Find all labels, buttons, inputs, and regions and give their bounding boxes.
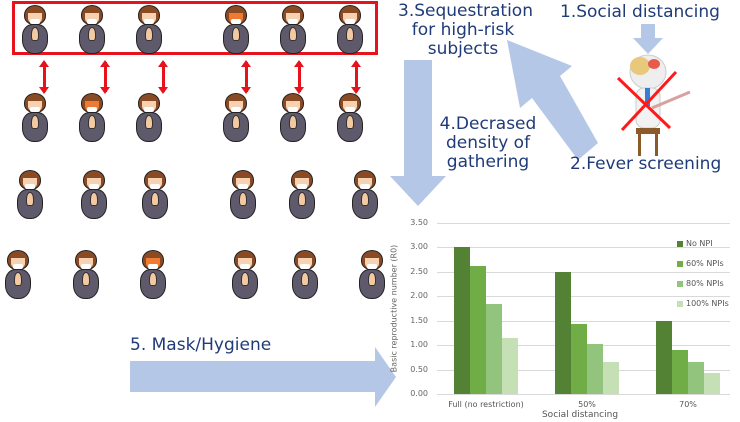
double-arrow-icon [351,60,361,94]
x-tick-label: 50% [578,400,596,409]
bar [688,361,704,394]
y-tick-label: 0.00 [410,389,428,398]
person-icon [79,170,109,220]
bar [486,304,502,394]
legend-label: No NPI [686,239,713,248]
legend-swatch [677,300,683,307]
label-line: for high-risk [411,20,515,40]
person-icon [335,5,365,55]
label-fever-screening: 2.Fever screening [570,154,722,174]
gridline [437,320,730,322]
legend-swatch [677,240,683,247]
sick-person-icon [629,54,691,156]
person-icon [228,170,258,220]
bar [555,271,571,394]
legend-item: 60% NPIs [677,259,724,268]
person-icon [3,250,33,300]
x-axis-title: Social distancing [541,410,619,420]
label-line: density of [445,133,531,153]
person-icon [134,5,164,55]
label-mask-hygiene: 5. Mask/Hygiene [130,335,272,355]
y-tick-label: 1.50 [410,315,428,325]
gridline [437,394,730,395]
person-icon [278,5,308,55]
person-icon [138,250,168,300]
person-icon [134,93,164,143]
double-arrow-icon [294,60,304,94]
x-tick-label: 70% [679,400,697,409]
person-icon [221,93,251,143]
double-arrow-icon [39,60,49,94]
y-tick-label: 3.50 [410,217,428,227]
bar [656,320,672,394]
label-density: 4.Decrased density of gathering [438,115,538,172]
label-line: subjects [427,39,499,59]
legend-swatch [677,280,683,287]
bar [672,350,688,394]
arrow-diagonal-icon [507,40,598,160]
y-tick-label: 2.50 [410,266,428,276]
person-icon [290,250,320,300]
person-icon [335,93,365,143]
double-arrow-icon [158,60,168,94]
person-icon [77,93,107,143]
bar [603,361,619,394]
arrow-right-icon [130,347,396,407]
person-icon [71,250,101,300]
legend-item: 80% NPIs [677,279,724,288]
cross-icon [616,70,678,132]
y-tick-label: 2.00 [410,291,428,300]
person-icon [20,5,50,55]
y-tick-label: 1.00 [410,340,428,349]
person-icon [15,170,45,220]
legend-label: 80% NPIs [686,279,724,288]
person-icon [357,250,387,300]
gridline [437,222,730,224]
person-icon [221,5,251,55]
bar [454,247,470,394]
person-icon [350,170,380,220]
y-tick-label: 0.50 [410,364,428,374]
bar [571,324,587,394]
high-risk-group-box [12,1,378,55]
x-tick-label: Full (no restriction) [448,400,524,409]
legend-swatch [677,260,683,267]
gridline [437,247,730,248]
legend-item: No NPI [677,239,713,248]
legend-label: 60% NPIs [686,259,724,268]
double-arrow-icon [241,60,251,94]
double-arrow-icon [100,60,110,94]
arrow-down-long-icon [390,60,446,206]
label-social-distancing: 1.Social distancing [560,2,720,22]
person-icon [140,170,170,220]
gridline [437,296,730,297]
gridline [437,271,730,273]
person-icon [20,93,50,143]
r0-bar-chart: Basic reproductive number (R0) Social di… [390,210,740,422]
legend-label: 100% NPIs [686,299,729,308]
label-line: 4.Decrased [439,114,537,134]
legend-item: 100% NPIs [677,299,729,308]
person-icon [287,170,317,220]
label-line: 3.Sequestration [398,1,533,21]
bar [704,373,720,394]
bar [587,344,603,394]
person-icon [230,250,260,300]
bar [470,265,486,394]
label-line: gathering [446,152,530,172]
person-icon [77,5,107,55]
label-sequestration: 3.Sequestration for high-risk subjects [398,1,533,59]
bar [502,337,518,394]
y-tick-label: 3.00 [410,242,428,251]
person-icon [278,93,308,143]
arrow-down-icon [633,24,663,54]
